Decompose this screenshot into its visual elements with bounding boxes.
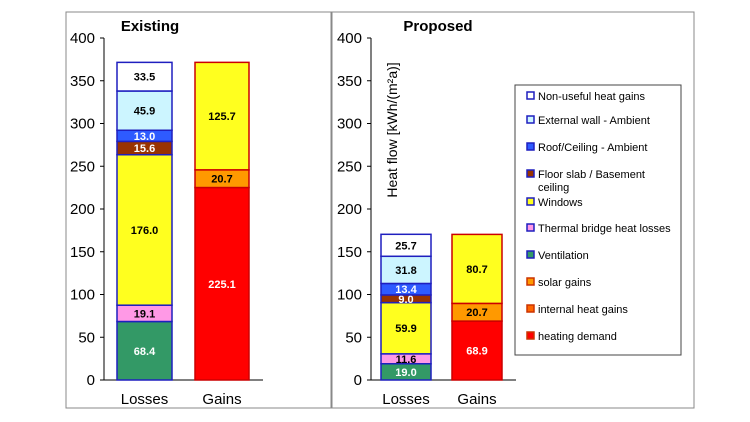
- data-label: 13.0: [134, 131, 155, 143]
- y-tick-label: 0: [87, 372, 95, 389]
- bar-segment-heating-demand: [451, 320, 503, 381]
- panel-title-0: Existing: [121, 18, 179, 35]
- data-label: 31.8: [395, 265, 416, 277]
- legend-label-line: Floor slab / Basement: [538, 169, 645, 181]
- legend-label: External wall - Ambient: [538, 115, 650, 127]
- y-tick-label: 300: [70, 116, 95, 133]
- legend-swatch: [526, 91, 535, 100]
- legend-label: Non-useful heat gains: [538, 91, 646, 103]
- y-tick-label: 250: [337, 158, 362, 175]
- category-label-gains: Gains: [202, 391, 241, 408]
- data-label: 125.7: [208, 111, 236, 123]
- data-label: 25.7: [395, 240, 416, 252]
- legend-label: Ventilation: [538, 250, 589, 262]
- legend-swatch: [526, 223, 535, 232]
- legend-label-line: ceiling: [538, 182, 569, 194]
- legend-swatch: [526, 115, 535, 124]
- y-tick-label: 300: [337, 116, 362, 133]
- data-label: 9.0: [398, 294, 413, 306]
- legend-label: Floor slab / Basement ceiling: [538, 169, 645, 194]
- data-label: 15.6: [134, 143, 155, 155]
- data-label: 13.4: [395, 284, 417, 296]
- data-label: 68.9: [466, 346, 487, 358]
- data-label: 19.1: [134, 308, 155, 320]
- legend-label: heating demand: [538, 331, 617, 343]
- y-axis-label: Heat flow [kWh/(m²a)]: [384, 62, 400, 197]
- y-tick-label: 350: [337, 73, 362, 90]
- legend-label: Roof/Ceiling - Ambient: [538, 142, 647, 154]
- bar-segment-windows: [380, 301, 432, 355]
- category-label-losses: Losses: [121, 391, 169, 408]
- data-label: 68.4: [134, 346, 156, 358]
- category-label-losses: Losses: [382, 391, 430, 408]
- legend-swatch: [526, 331, 535, 340]
- bar-segment-windows: [194, 61, 250, 171]
- y-tick-label: 250: [70, 158, 95, 175]
- data-label: 11.6: [396, 354, 417, 366]
- y-tick-label: 400: [337, 30, 362, 47]
- y-tick-label: 200: [70, 201, 95, 218]
- data-label: 45.9: [134, 106, 155, 118]
- legend-swatch: [526, 304, 535, 313]
- legend-label: Thermal bridge heat losses: [538, 223, 671, 235]
- panel-title-1: Proposed: [403, 18, 472, 35]
- data-label: 33.5: [134, 72, 155, 84]
- legend-swatch: [526, 197, 535, 206]
- legend-label: internal heat gains: [538, 304, 628, 316]
- y-tick-label: 0: [354, 372, 362, 389]
- legend-swatch: [526, 277, 535, 286]
- y-tick-label: 400: [70, 30, 95, 47]
- data-label: 80.7: [466, 264, 487, 276]
- legend-label: Windows: [538, 197, 583, 209]
- bar-segment-windows: [116, 153, 173, 306]
- data-label: 20.7: [211, 174, 232, 186]
- y-tick-label: 50: [345, 329, 362, 346]
- y-tick-label: 350: [70, 73, 95, 90]
- data-label: 19.0: [395, 367, 416, 379]
- y-tick-label: 150: [70, 244, 95, 261]
- panel-frame-1: [331, 11, 695, 409]
- data-label: 59.9: [395, 323, 416, 335]
- panel-frame-0: [65, 11, 332, 409]
- category-label-gains: Gains: [457, 391, 496, 408]
- bar-segment-non-useful-heat-gains: [116, 61, 173, 92]
- legend-box: [514, 84, 682, 356]
- data-label: 20.7: [466, 307, 487, 319]
- bar-segment-windows: [451, 233, 503, 305]
- data-label: 225.1: [208, 279, 236, 291]
- legend-swatch: [526, 142, 535, 151]
- legend-swatch: [526, 169, 535, 178]
- bar-segment-external-wall-ambient: [116, 90, 173, 132]
- y-tick-label: 150: [337, 244, 362, 261]
- legend-label: solar gains: [538, 277, 592, 289]
- legend-swatch: [526, 250, 535, 259]
- y-tick-label: 200: [337, 201, 362, 218]
- y-tick-label: 100: [337, 287, 362, 304]
- data-label: 176.0: [131, 225, 159, 237]
- bar-segment-non-useful-heat-gains: [380, 233, 432, 258]
- y-tick-label: 50: [78, 329, 95, 346]
- y-tick-label: 100: [70, 287, 95, 304]
- bar-segment-heating-demand: [194, 186, 250, 381]
